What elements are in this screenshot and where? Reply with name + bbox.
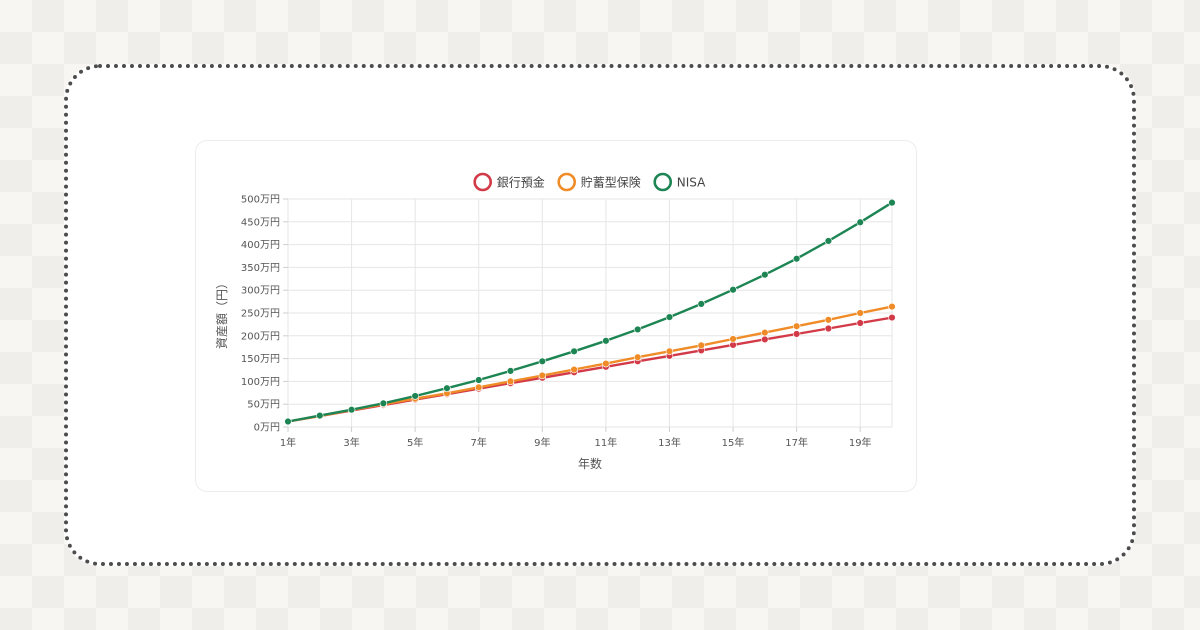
data-point [792, 255, 801, 263]
y-tick-label: 50万円 [247, 400, 280, 411]
x-axis-label: 年数 [578, 456, 602, 471]
data-point [792, 322, 801, 330]
legend-marker [653, 172, 673, 192]
data-point [729, 286, 737, 294]
x-tick-label: 17年 [785, 436, 808, 449]
data-point [506, 377, 515, 386]
data-point [761, 270, 769, 279]
data-point [729, 335, 737, 343]
x-tick-label: 3年 [343, 436, 359, 449]
legend: 銀行預金 貯蓄型保険 NISA [473, 172, 706, 192]
data-point [570, 365, 578, 374]
x-tick-label: 7年 [471, 436, 487, 449]
data-point [888, 302, 896, 311]
x-tick-label: 9年 [534, 436, 550, 449]
data-point [761, 335, 769, 344]
legend-item-0[interactable]: 銀行預金 [473, 172, 545, 192]
data-point [697, 341, 705, 350]
data-point [824, 237, 833, 245]
data-point [538, 357, 547, 366]
data-point [761, 328, 769, 337]
data-point [792, 330, 801, 338]
data-point [475, 376, 483, 384]
data-point [888, 198, 896, 207]
x-tick-label: 19年 [849, 436, 872, 449]
y-axis-ticks: 0万円 50万円 100万円 150万円 200万円 250万円 300万円 350万円 400… [241, 195, 288, 434]
data-point [411, 392, 419, 400]
data-point [602, 359, 610, 368]
x-tick-label: 1年 [280, 436, 296, 449]
data-point [824, 324, 833, 333]
data-point [475, 383, 483, 392]
data-point [665, 313, 674, 321]
y-tick-label: 400万円 [241, 240, 280, 251]
legend-label: 銀行預金 [497, 175, 545, 190]
data-point [665, 347, 674, 356]
series-lines [284, 198, 896, 426]
data-point [633, 325, 642, 334]
data-point [379, 399, 388, 407]
y-tick-label: 150万円 [241, 354, 280, 365]
y-axis-label: 資産額（円） [214, 277, 229, 349]
y-tick-label: 450万円 [241, 217, 280, 228]
data-point [697, 300, 705, 308]
data-point [856, 319, 864, 327]
y-tick-label: 200万円 [241, 331, 280, 342]
data-point [888, 313, 896, 322]
legend-item-1[interactable]: 貯蓄型保険 [557, 172, 641, 192]
legend-marker [473, 172, 492, 192]
x-tick-label: 15年 [722, 436, 745, 449]
data-point [316, 411, 324, 420]
data-point [824, 316, 833, 324]
y-tick-label: 250万円 [241, 309, 280, 320]
data-point [602, 337, 610, 345]
chart-card: 銀行預金 貯蓄型保険 NISA 0万円 50万円 100万円 150万円 200万円 250万… [195, 140, 917, 492]
data-point [506, 367, 515, 375]
data-point [856, 309, 864, 317]
x-tick-label: 13年 [658, 436, 681, 449]
x-tick-label: 11年 [595, 436, 618, 449]
y-tick-label: 500万円 [241, 195, 280, 206]
y-tick-label: 300万円 [241, 286, 280, 297]
data-point [284, 417, 292, 426]
line-chart: 銀行預金 貯蓄型保険 NISA 0万円 50万円 100万円 150万円 200万円 250万… [214, 172, 896, 471]
data-point [633, 353, 642, 361]
grid [287, 198, 893, 428]
data-point [347, 405, 356, 414]
data-point [443, 384, 451, 392]
y-tick-label: 100万円 [241, 377, 280, 388]
legend-label: 貯蓄型保険 [581, 176, 641, 190]
data-point [856, 218, 864, 226]
legend-label: NISA [677, 176, 706, 190]
y-tick-label: 350万円 [241, 263, 280, 274]
y-tick-label: 0万円 [254, 423, 280, 434]
x-tick-label: 5年 [407, 436, 423, 449]
series-line-2 [287, 201, 893, 423]
data-point [538, 371, 547, 380]
legend-item-2[interactable]: NISA [653, 172, 706, 192]
data-point [570, 347, 578, 356]
x-axis-ticks: 1年 3年 5年 7年 9年 11年 13年 15年 17年 19年 [280, 427, 872, 449]
legend-marker [557, 172, 577, 192]
